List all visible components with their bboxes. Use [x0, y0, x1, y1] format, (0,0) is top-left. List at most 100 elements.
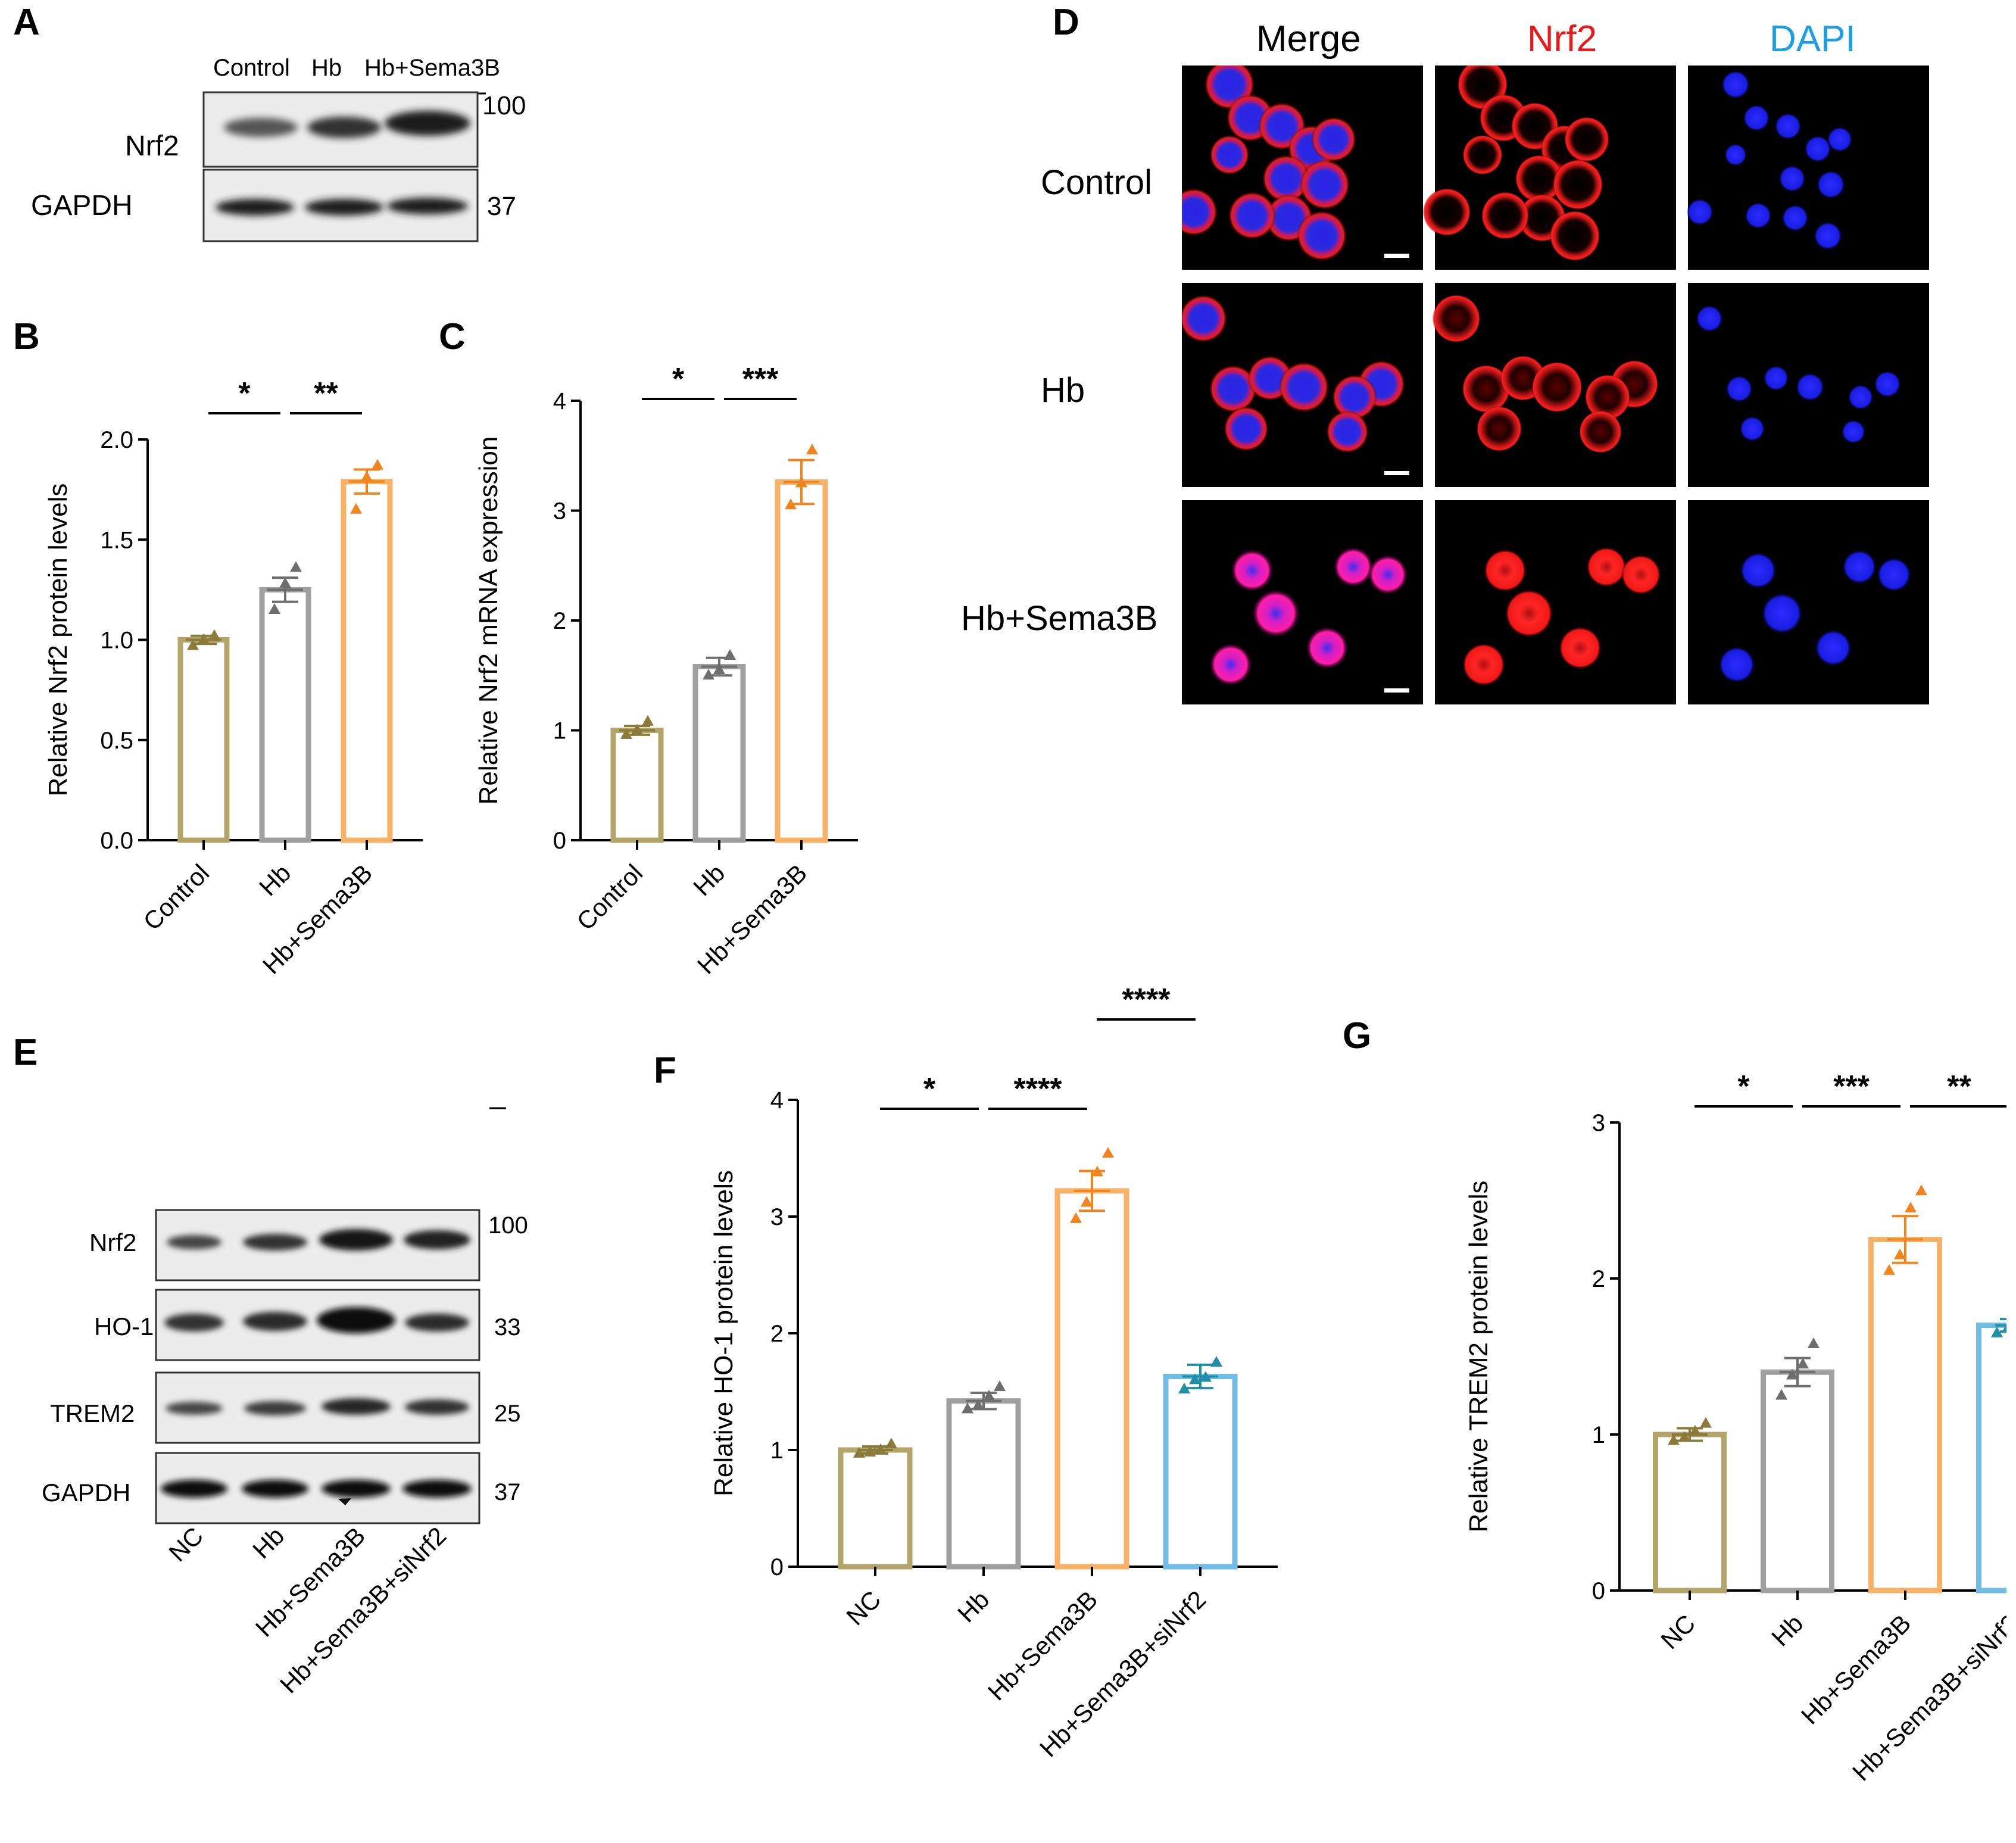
scale-bar	[1384, 471, 1409, 475]
cell	[1842, 420, 1865, 444]
data-point	[642, 715, 654, 726]
data-point	[198, 633, 210, 644]
y-tick-label: 2	[770, 1321, 784, 1347]
data-point	[1808, 1337, 1820, 1349]
data-point	[703, 669, 714, 680]
cell	[1761, 592, 1803, 634]
y-tick-label: 0	[1592, 1578, 1605, 1604]
cell	[1531, 361, 1583, 413]
data-point	[372, 459, 383, 470]
significance-label: ***	[1833, 1069, 1870, 1104]
x-tick-label: Control	[571, 859, 648, 935]
cell	[1549, 210, 1600, 261]
data-point	[724, 649, 736, 660]
cell	[1505, 589, 1553, 638]
bar	[610, 728, 664, 843]
significance-label: ****	[1014, 1072, 1063, 1106]
significance-label: ***	[742, 362, 779, 397]
band-nrf2-hb	[307, 117, 381, 138]
y-tick-label: 3	[770, 1204, 784, 1230]
bar	[341, 479, 393, 843]
panel-label-g: G	[1343, 1015, 1372, 1056]
cell	[1209, 364, 1257, 413]
cell	[1209, 643, 1252, 686]
microscopy-tile	[1688, 283, 1929, 487]
panel-label-b: B	[13, 316, 40, 357]
data-point	[631, 724, 643, 735]
cell	[1745, 202, 1772, 229]
y-tick-label: 2.0	[100, 427, 133, 453]
cell	[1740, 552, 1777, 589]
panel-label-a: A	[13, 2, 40, 43]
bar	[838, 1447, 913, 1570]
cell	[1718, 646, 1755, 683]
cell	[1815, 629, 1852, 666]
cell	[1721, 70, 1750, 99]
data-point	[1689, 1424, 1701, 1436]
kda-label-e-trem2: 25	[494, 1401, 521, 1427]
cell	[1564, 116, 1610, 163]
band-gapdh-hb	[305, 199, 383, 216]
cell	[1331, 374, 1378, 420]
cell	[1278, 361, 1330, 413]
data-point	[620, 728, 632, 739]
row-label-hb: Hb	[1041, 371, 1085, 410]
data-point	[1189, 1373, 1201, 1384]
y-tick-label: 2	[1592, 1266, 1605, 1292]
cell	[1252, 589, 1300, 638]
significance-label: *	[923, 1072, 936, 1106]
cell	[1774, 113, 1802, 140]
significance-label: ****	[1122, 983, 1171, 1017]
cell	[1814, 222, 1842, 250]
data-point	[1210, 1356, 1222, 1367]
significance-label: **	[314, 376, 338, 411]
cell	[1817, 170, 1845, 199]
microscopy-grid	[1182, 66, 1929, 704]
x-tick-label: Hb+Sema3B	[1796, 1609, 1916, 1729]
kda-label-nrf2: 100	[482, 91, 526, 120]
data-point	[1991, 1326, 2003, 1337]
data-point	[1091, 1165, 1103, 1177]
bar	[1054, 1188, 1129, 1570]
band-gapdh-control	[216, 199, 294, 216]
data-point	[1081, 1196, 1093, 1207]
cell	[1874, 370, 1901, 398]
cell	[1584, 374, 1631, 420]
bar	[259, 587, 311, 843]
microscopy-tile	[1686, 66, 1929, 270]
cell	[1310, 116, 1357, 163]
data-point	[972, 1399, 984, 1410]
data-point	[983, 1389, 995, 1401]
microscopy-tile	[1422, 66, 1676, 270]
column-header-nrf2: Nrf2	[1527, 18, 1597, 60]
x-tick-label: NC	[1655, 1609, 1700, 1654]
row-label-control: Control	[1041, 163, 1152, 202]
band-gapdh-hb-sema3b	[387, 198, 468, 214]
cell	[1686, 198, 1714, 226]
bar-chart-c: 0 1 2 3 4 Relative Nrf2 mRNA expression Contro…	[474, 362, 858, 980]
cell	[1306, 626, 1349, 669]
band-label-e-trem2: TREM2	[50, 1399, 135, 1427]
cell	[1579, 410, 1622, 453]
y-axis-label: Relative Nrf2 mRNA expression	[474, 436, 503, 805]
cell	[1763, 365, 1789, 391]
data-point	[713, 663, 725, 675]
band-label-e-gapdh: GAPDH	[42, 1479, 131, 1507]
data-point	[350, 503, 362, 514]
panel-label-c: C	[439, 316, 466, 357]
y-axis-label: Relative TREM2 protein levels	[1464, 1181, 1493, 1533]
data-point	[1775, 1389, 1787, 1400]
cell	[1842, 550, 1877, 584]
cell	[1877, 557, 1911, 592]
data-point	[361, 470, 373, 482]
cell	[1262, 154, 1310, 203]
data-point	[2002, 1324, 2006, 1333]
data-point	[853, 1446, 865, 1458]
data-point	[875, 1443, 887, 1454]
cell	[1586, 547, 1627, 587]
y-tick-label: 1	[770, 1437, 784, 1464]
data-point	[1668, 1434, 1680, 1445]
data-point	[885, 1437, 897, 1449]
data-point	[785, 498, 797, 510]
